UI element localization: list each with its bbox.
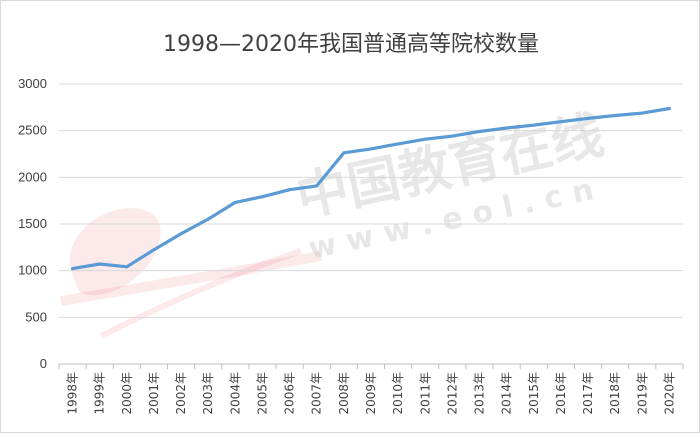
x-tick-label: 2020年: [662, 372, 676, 415]
data-point: [423, 137, 427, 141]
x-tick-label: 2007年: [310, 372, 324, 415]
data-point: [396, 142, 400, 146]
data-point: [640, 111, 644, 115]
watermark-swoosh-2: [99, 248, 302, 339]
data-point: [179, 232, 183, 236]
data-point: [315, 184, 319, 188]
x-tick-label: 2017年: [581, 372, 595, 415]
x-tick-label: 2004年: [228, 372, 242, 415]
x-tick-label: 2002年: [174, 372, 188, 415]
data-point: [71, 267, 75, 271]
x-tick-label: 2011年: [418, 372, 432, 415]
x-tick-label: 2000年: [120, 372, 134, 415]
y-tick-label: 500: [25, 309, 47, 324]
data-point: [260, 195, 264, 199]
y-axis-labels: 0 500 1000 1500 2000 2500 3000: [18, 76, 47, 371]
x-tick-label: 2018年: [608, 372, 622, 415]
x-tick-label: 2008年: [337, 372, 351, 415]
x-tick-label: 2003年: [201, 372, 215, 415]
chart-title: 1998—2020年我国普通高等院校数量: [163, 32, 539, 57]
data-point: [369, 147, 373, 151]
data-point: [206, 217, 210, 221]
x-tick-label: 2006年: [283, 372, 297, 415]
x-tick-label: 2012年: [445, 372, 459, 415]
data-point: [667, 106, 671, 110]
data-point: [532, 123, 536, 127]
grid-lines: [59, 83, 683, 365]
y-tick-label: 3000: [18, 76, 47, 91]
x-tick-label: 2013年: [473, 372, 487, 415]
data-point: [125, 265, 129, 269]
y-tick-label: 0: [40, 356, 47, 371]
data-point: [505, 126, 509, 130]
x-tick-label: 1998年: [66, 372, 80, 415]
x-tick-label: 1999年: [93, 372, 107, 415]
data-point: [233, 200, 237, 204]
data-point: [342, 151, 346, 155]
data-point: [288, 188, 292, 192]
x-tick-label: 2010年: [391, 372, 405, 415]
eol-watermark: 中国教育在线 w w w . e o l . c n: [60, 105, 609, 339]
data-point: [586, 116, 590, 120]
data-point: [613, 113, 617, 117]
x-tick-label: 2019年: [635, 372, 649, 415]
y-tick-label: 1500: [18, 216, 47, 231]
x-tick-label: 2009年: [364, 372, 378, 415]
data-point: [450, 134, 454, 138]
x-tick-label: 2016年: [554, 372, 568, 415]
watermark-swirl-shape: [69, 208, 161, 296]
data-point: [98, 262, 102, 266]
data-point: [478, 130, 482, 134]
y-tick-label: 1000: [18, 263, 47, 278]
x-tick-label: 2001年: [147, 372, 161, 415]
data-point: [559, 120, 563, 124]
watermark-swoosh: [60, 251, 322, 306]
y-tick-label: 2000: [18, 169, 47, 184]
series-layer: [70, 106, 672, 271]
x-tick-label: 2015年: [527, 372, 541, 415]
data-point: [152, 248, 156, 252]
x-axis: 1998年 1999年 2000年 2001年 2002年 2003年 2004年 2005年…: [58, 364, 684, 415]
y-tick-label: 2500: [18, 123, 47, 138]
x-tick-label: 2014年: [500, 372, 514, 415]
x-tick-label: 2005年: [255, 372, 269, 415]
